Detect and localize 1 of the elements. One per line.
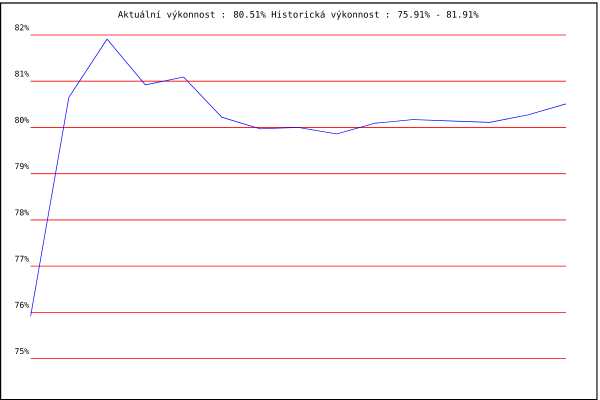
- chart-title: Aktuální výkonnost : 80.51% Historická výkonnost : 75.91% - 81.91%: [118, 10, 479, 20]
